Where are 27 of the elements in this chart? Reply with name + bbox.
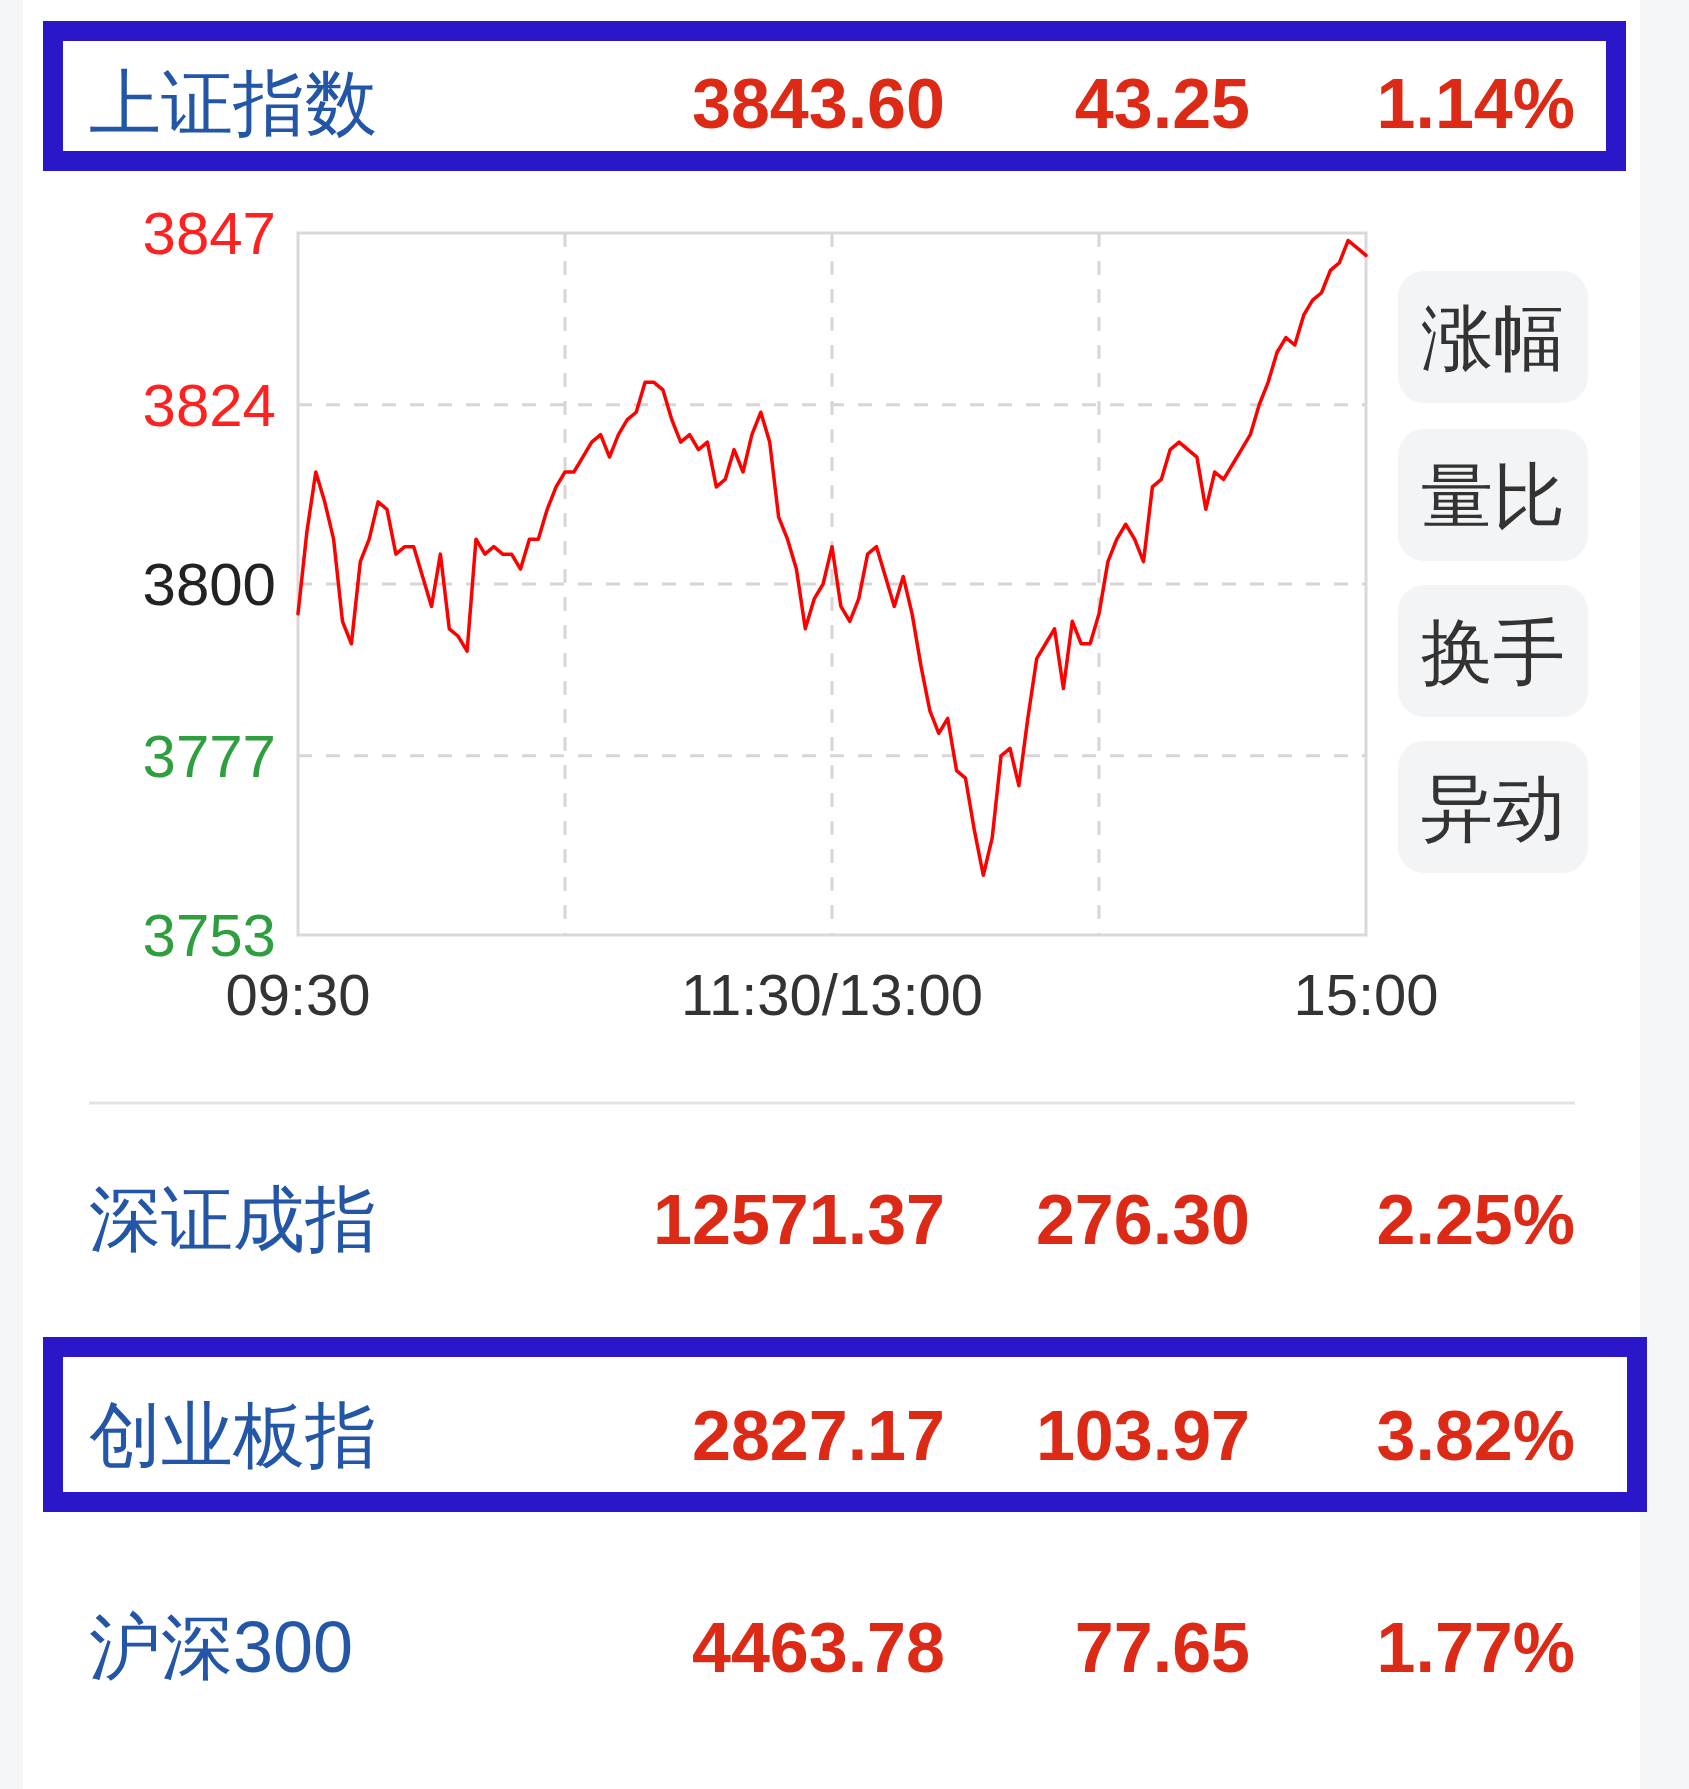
text: 4463.78 [691,1609,945,1687]
y-tick-label: 3847 [142,200,276,267]
text: 1.14% [1376,65,1575,143]
text: 103.97 [1035,1397,1250,1475]
text: 沪深300 [89,1607,354,1687]
y-tick-label: 3800 [142,551,276,618]
button: 异动 [1398,741,1588,873]
text: 12571.37 [653,1181,945,1259]
text: 创业板指 [89,1395,377,1475]
text: 3843.60 [691,65,945,143]
y-tick-label: 3824 [142,371,276,439]
button: 涨幅 [1398,271,1588,403]
x-tick-label: 11:30/13:00 [680,962,984,1027]
text: 3.82% [1376,1397,1575,1475]
y-tick-label: 3777 [142,722,276,790]
text: 深证成指 [89,1179,377,1259]
text: 2.25% [1376,1181,1575,1259]
text: 1.77% [1376,1609,1575,1687]
x-tick-label: 15:00 [1293,962,1439,1027]
button: 换手 [1398,585,1588,717]
text: 77.65 [1074,1609,1250,1687]
text: 276.30 [1035,1181,1250,1259]
button: 量比 [1398,429,1588,561]
line-series [296,238,1368,878]
text: 43.25 [1074,65,1250,143]
text: 2827.17 [691,1397,945,1475]
chart-title: 上证指数 [89,63,377,143]
